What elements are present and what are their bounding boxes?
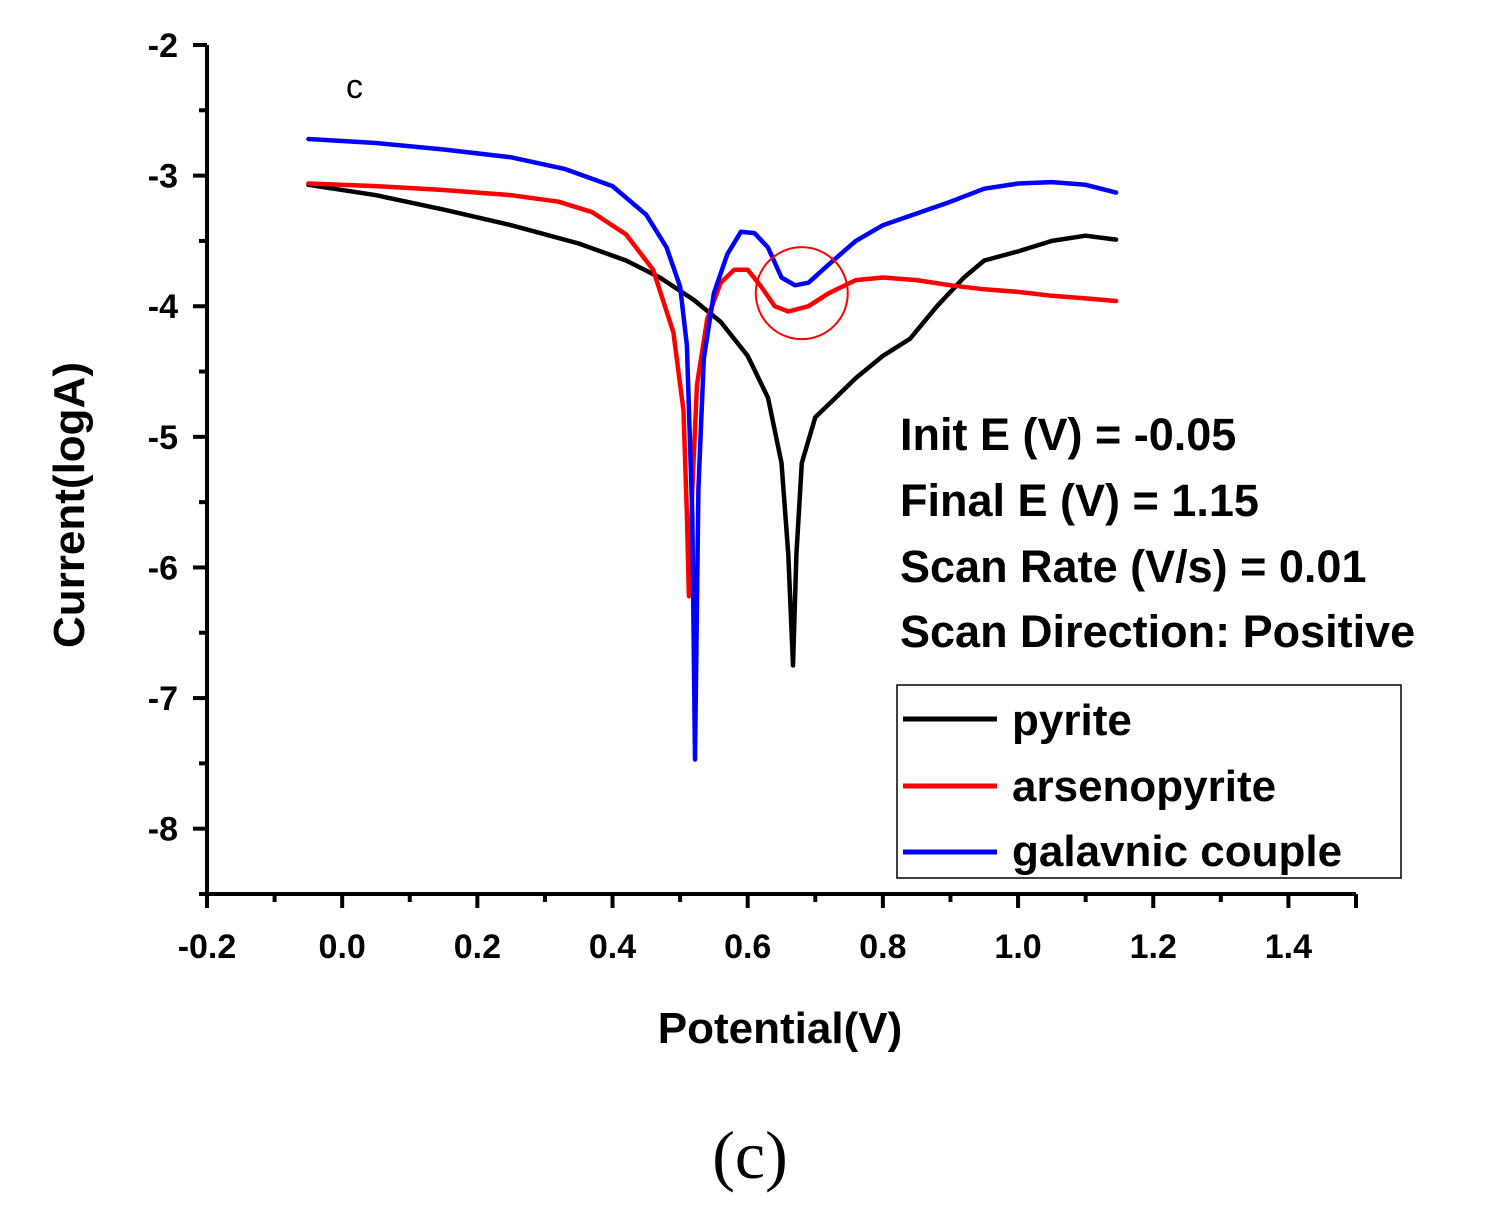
figure-caption: (c) [712,1117,787,1193]
scan-rate-text: Scan Rate (V/s) = 0.01 [900,541,1366,592]
x-tick-label: 0.0 [319,928,366,966]
x-tick-label: 0.4 [589,928,636,966]
y-tick-label: -5 [148,419,178,457]
y-tick-label: -2 [148,27,178,65]
series-line-galavnic-couple [306,136,1119,762]
x-tick-label: 1.4 [1265,928,1312,966]
y-tick-labels: -2 -3 -4 -5 -6 -7 -8 [148,27,178,849]
axes [205,45,1356,896]
legend-label-pyrite: pyrite [1012,696,1132,745]
final-e-text: Final E (V) = 1.15 [900,475,1259,526]
x-tick-label: 0.2 [454,928,501,966]
highlight-circle [754,246,849,341]
x-axis-title: Potential(V) [658,1004,902,1053]
y-tick-label: -3 [148,158,178,196]
y-tick-label: -4 [148,288,178,326]
x-tick-label: 0.8 [859,928,906,966]
y-axis-title: Current(logA) [45,362,94,648]
x-tick-label: 1.2 [1130,928,1177,966]
init-e-text: Init E (V) = -0.05 [900,409,1236,460]
panel-label: c [346,68,363,106]
legend: pyrite arsenopyrite galavnic couple [896,684,1402,879]
series-layer [306,136,1119,762]
y-tick-label: -6 [148,549,178,587]
legend-label-galvanic-couple: galavnic couple [1012,827,1342,876]
x-tick-labels: -0.2 0.0 0.2 0.4 0.6 0.8 1.0 1.2 1.4 [178,928,1312,966]
y-tick-label: -7 [148,680,178,718]
x-tick-label: 1.0 [994,928,1041,966]
x-tick-label: -0.2 [178,928,237,966]
x-tick-label: 0.6 [724,928,771,966]
scan-direction-text: Scan Direction: Positive [900,606,1415,657]
legend-label-arsenopyrite: arsenopyrite [1012,762,1276,811]
series-line-pyrite [306,182,1119,668]
y-tick-label: -8 [148,811,178,849]
series-line-arsenopyrite [306,181,1119,599]
info-annotations: Init E (V) = -0.05 Final E (V) = 1.15 Sc… [900,409,1415,657]
tick-marks [193,43,1358,908]
